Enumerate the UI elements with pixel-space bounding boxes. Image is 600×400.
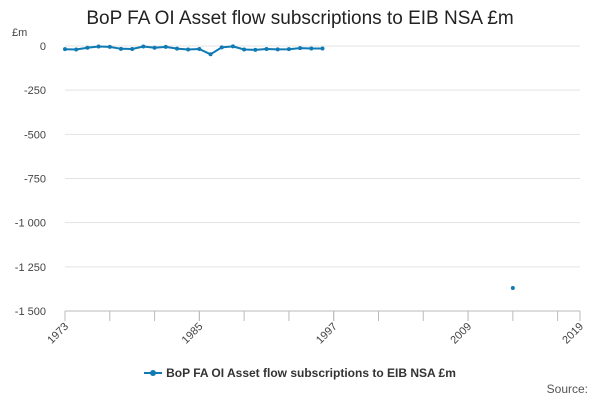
legend-label: BoP FA OI Asset flow subscriptions to EI…: [166, 366, 456, 380]
x-tick-label: 1997: [314, 321, 340, 347]
legend-swatch: [144, 369, 163, 376]
gridlines: [65, 45, 580, 312]
y-axis-unit-label: £m: [12, 27, 27, 39]
y-tick-label: -1 000: [15, 218, 46, 230]
x-tick-label: 2019: [560, 321, 586, 347]
data-point[interactable]: [152, 45, 157, 50]
data-point[interactable]: [309, 46, 314, 51]
x-tick-label: 2009: [448, 321, 474, 347]
data-point[interactable]: [186, 47, 191, 52]
y-tick-label: -1 250: [15, 262, 46, 274]
data-point[interactable]: [118, 46, 123, 51]
data-point[interactable]: [107, 44, 112, 49]
source-label: Source:: [546, 382, 588, 396]
data-point[interactable]: [242, 47, 247, 52]
data-point[interactable]: [264, 47, 269, 52]
y-tick-label: -750: [24, 174, 46, 186]
data-point[interactable]: [74, 47, 79, 52]
data-point[interactable]: [275, 47, 280, 52]
data-point[interactable]: [197, 47, 202, 52]
data-point[interactable]: [63, 47, 67, 52]
data-point[interactable]: [130, 47, 135, 52]
x-tick-label: 1973: [45, 321, 71, 347]
axes: 0 -250 -500 -750 -1 000 -1 250 -1 500 1973 1985 1…: [15, 41, 586, 346]
y-tick-label: -500: [24, 129, 46, 141]
chart-title: BoP FA OI Asset flow subscriptions to EI…: [86, 8, 514, 29]
data-point[interactable]: [163, 44, 168, 49]
y-tick-label: -250: [24, 85, 46, 97]
data-point[interactable]: [96, 44, 101, 49]
data-point[interactable]: [510, 286, 515, 291]
data-point[interactable]: [320, 46, 325, 51]
data-point[interactable]: [286, 47, 291, 52]
data-point[interactable]: [298, 46, 303, 51]
data-point[interactable]: [141, 44, 146, 49]
data-point[interactable]: [174, 46, 179, 51]
data-point[interactable]: [230, 44, 235, 49]
legend[interactable]: BoP FA OI Asset flow subscriptions to EI…: [0, 366, 600, 380]
data-point[interactable]: [253, 47, 258, 52]
data-point[interactable]: [219, 45, 224, 50]
x-tick-label: 1985: [180, 321, 206, 347]
data-point[interactable]: [208, 52, 213, 57]
series-line: [64, 45, 323, 56]
y-tick-label: -1 500: [15, 306, 46, 318]
data-point[interactable]: [85, 45, 90, 50]
series-layer: [63, 44, 515, 291]
y-tick-label: 0: [40, 41, 46, 53]
